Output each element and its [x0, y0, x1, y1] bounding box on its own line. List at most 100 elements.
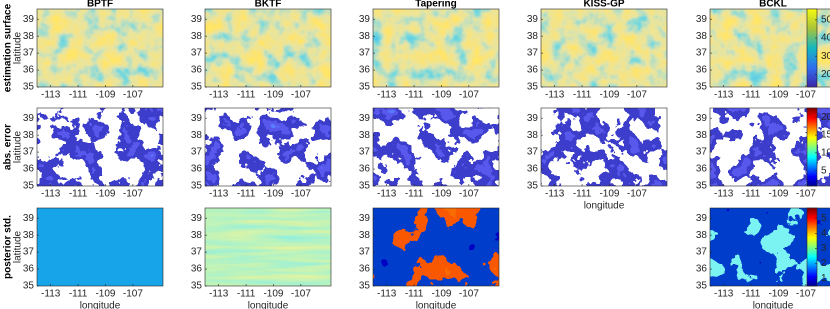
x-tick-label: -107 — [291, 90, 311, 101]
x-tick-label: -107 — [123, 90, 143, 101]
y-tick-label: 35 — [359, 281, 371, 292]
y-tick-label: 39 — [191, 113, 203, 124]
panel-frame — [204, 207, 332, 287]
x-axis-label: longitude — [80, 301, 121, 309]
x-tick-label: -107 — [796, 189, 816, 200]
panel-frame — [372, 207, 500, 287]
x-axis-label: longitude — [753, 301, 794, 309]
x-tick-label: -111 — [742, 90, 761, 101]
y-tick-label: 39 — [696, 213, 708, 224]
y-tick-label: 38 — [23, 230, 35, 241]
column-title: KISS-GP — [583, 0, 624, 10]
colorbar-tick-label: 20 — [821, 112, 830, 123]
colorbar-tick-label: 4 — [821, 228, 827, 239]
heatmap — [37, 108, 163, 186]
x-tick-label: -107 — [796, 289, 816, 300]
panel-frame — [36, 207, 164, 287]
colorbar-tick-label: 40 — [821, 33, 830, 44]
colorbar — [806, 207, 818, 287]
x-tick-label: -111 — [742, 289, 761, 300]
heatmap — [541, 9, 667, 87]
colorbar-tick-label: 2 — [821, 258, 827, 269]
y-tick-label: 35 — [359, 181, 371, 192]
y-tick-label: 38 — [696, 130, 708, 141]
panel-frame — [372, 8, 500, 88]
x-tick-label: -111 — [573, 90, 592, 101]
column-title: Tapering — [415, 0, 456, 10]
y-tick-label: 37 — [23, 247, 35, 258]
x-tick-label: -109 — [95, 189, 115, 200]
column-title: BKTF — [255, 0, 282, 10]
x-tick-label: -107 — [291, 289, 311, 300]
x-tick-label: -107 — [796, 90, 816, 101]
x-tick-label: -107 — [459, 90, 479, 101]
x-axis-label: longitude — [416, 301, 457, 309]
x-tick-label: -107 — [459, 189, 479, 200]
y-tick-label: 35 — [23, 181, 35, 192]
column-title: BCKL — [759, 0, 787, 10]
y-tick-label: 36 — [23, 264, 35, 275]
heatmap — [37, 9, 163, 87]
x-tick-label: -113 — [377, 90, 397, 101]
colorbar-tick-label: 1 — [821, 273, 827, 284]
y-tick-label: 35 — [23, 281, 35, 292]
panel-frame — [709, 107, 830, 187]
x-tick-label: -109 — [599, 90, 619, 101]
x-tick-label: -107 — [627, 90, 647, 101]
y-tick-label: 35 — [191, 281, 203, 292]
y-tick-label: 35 — [191, 181, 203, 192]
x-tick-label: -111 — [69, 90, 88, 101]
x-tick-label: -111 — [405, 189, 424, 200]
y-tick-label: 38 — [23, 130, 35, 141]
colorbar-tick-label: 10 — [821, 148, 830, 159]
x-tick-label: -111 — [405, 90, 424, 101]
y-tick-label: 35 — [696, 82, 708, 93]
y-tick-label: 36 — [359, 264, 371, 275]
x-tick-label: -111 — [237, 289, 256, 300]
colorbar — [806, 107, 818, 187]
x-tick-label: -109 — [95, 90, 115, 101]
y-tick-label: 36 — [23, 164, 35, 175]
column-title: BPTF — [87, 0, 113, 10]
x-tick-label: -111 — [69, 289, 88, 300]
y-tick-label: 38 — [527, 130, 539, 141]
x-tick-label: -109 — [599, 189, 619, 200]
heatmap — [205, 9, 331, 87]
y-tick-label: 39 — [696, 113, 708, 124]
y-tick-label: 39 — [359, 14, 371, 25]
x-axis-label: longitude — [584, 201, 625, 212]
y-tick-label: 39 — [696, 14, 708, 25]
colorbar-tick-label: 50 — [821, 15, 830, 26]
panel-frame — [709, 207, 830, 287]
y-tick-label: 38 — [359, 31, 371, 42]
y-tick-label: 37 — [191, 247, 203, 258]
panel-frame — [709, 8, 830, 88]
y-tick-label: 37 — [527, 48, 539, 59]
x-tick-label: -109 — [431, 90, 451, 101]
y-tick-label: 39 — [23, 213, 35, 224]
heatmap — [205, 208, 331, 286]
x-tick-label: -113 — [41, 90, 61, 101]
x-axis-label: longitude — [248, 301, 289, 309]
x-tick-label: -113 — [41, 189, 61, 200]
x-tick-label: -113 — [545, 90, 565, 101]
x-tick-label: -109 — [431, 189, 451, 200]
y-tick-label: 37 — [696, 247, 708, 258]
colorbar-tick-label: 5 — [821, 213, 827, 224]
y-axis-label: latitude — [13, 130, 24, 163]
x-tick-label: -109 — [263, 189, 283, 200]
x-tick-label: -111 — [237, 90, 256, 101]
y-tick-label: 37 — [23, 48, 35, 59]
y-tick-label: 37 — [359, 48, 371, 59]
panel-frame — [204, 107, 332, 187]
y-tick-label: 36 — [696, 65, 708, 76]
heatmap — [205, 108, 331, 186]
x-tick-label: -109 — [768, 189, 788, 200]
y-tick-label: 38 — [527, 31, 539, 42]
row-label: posterior std. — [3, 215, 14, 279]
panel-frame — [36, 107, 164, 187]
panel-frame — [372, 107, 500, 187]
y-tick-label: 39 — [191, 213, 203, 224]
y-tick-label: 37 — [696, 147, 708, 158]
heatmap — [373, 108, 499, 186]
